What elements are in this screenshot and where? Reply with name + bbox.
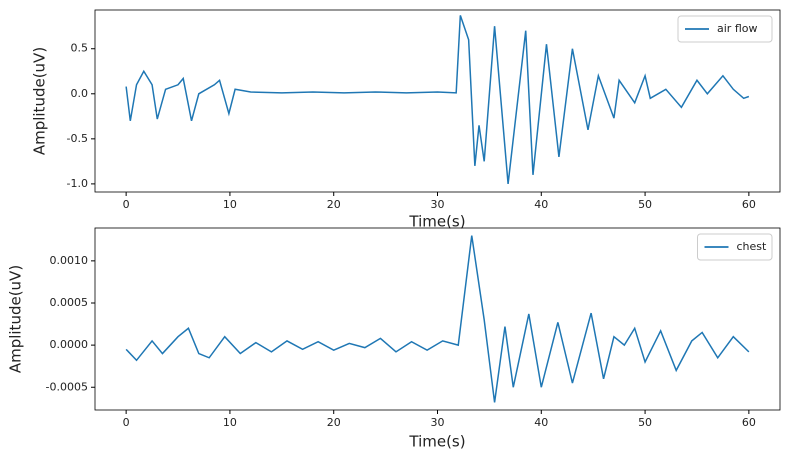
y-tick-label: -0.0005 [46, 380, 88, 393]
legend: air flow [677, 15, 773, 43]
x-tick-label: 30 [431, 416, 445, 429]
x-tick-label: 50 [638, 198, 652, 211]
plot-area [125, 15, 750, 184]
x-tick-label: 30 [431, 198, 445, 211]
y-axis-label: Amplitude(uV) [7, 265, 25, 373]
y-axis-label: Amplitude(uV) [31, 47, 49, 155]
x-tick-label: 0 [123, 416, 130, 429]
axes-frame [94, 9, 781, 193]
y-tick-label: 0.0010 [50, 254, 89, 267]
y-tick-label: 0.0000 [50, 338, 89, 351]
y-tick-label: -1.0 [67, 177, 88, 190]
x-tick-label: 50 [638, 416, 652, 429]
x-tick-label: 60 [742, 416, 756, 429]
subplot: 0 10 20 30 40 50 60 -1.0 -0.5 0.0 0.5 Time(s) Amplit… [31, 9, 781, 231]
x-tick-label: 10 [223, 198, 237, 211]
x-axis-label: Time(s) [408, 433, 465, 451]
x-tick-label: 10 [223, 416, 237, 429]
x-tick-label: 60 [742, 198, 756, 211]
x-tick-label: 20 [327, 416, 341, 429]
legend-box [677, 15, 773, 43]
x-tick-label: 40 [534, 416, 548, 429]
x-tick-label: 0 [123, 198, 130, 211]
y-tick-label: 0.0 [71, 87, 89, 100]
legend-text: air flow [717, 22, 757, 35]
axes-frame [94, 227, 781, 411]
legend-text: chest [737, 240, 768, 253]
subplot: 0 10 20 30 40 50 60 -0.0005 0.0000 0.0005 0.0010 Ti… [7, 227, 781, 451]
y-tick-label: 0.5 [71, 42, 89, 55]
legend-box [697, 233, 773, 261]
x-axis-label: Time(s) [408, 213, 465, 231]
plot-area [125, 235, 750, 403]
y-tick-label: 0.0005 [50, 296, 89, 309]
x-tick-label: 20 [327, 198, 341, 211]
x-tick-label: 40 [534, 198, 548, 211]
legend: chest [697, 233, 773, 261]
data-line [125, 235, 750, 403]
data-line [125, 15, 750, 184]
y-tick-label: -0.5 [67, 132, 88, 145]
